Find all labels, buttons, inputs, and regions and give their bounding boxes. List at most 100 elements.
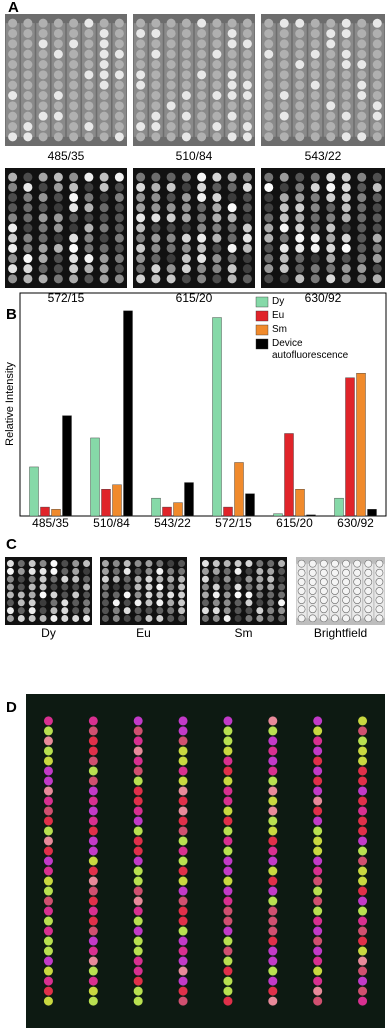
bar bbox=[223, 506, 233, 517]
droplet bbox=[99, 223, 109, 233]
droplet bbox=[133, 816, 143, 826]
droplet bbox=[313, 856, 323, 866]
droplet bbox=[223, 866, 233, 876]
droplet bbox=[133, 976, 143, 986]
droplet bbox=[43, 836, 53, 846]
bar bbox=[112, 484, 122, 517]
droplet bbox=[23, 18, 33, 28]
droplet bbox=[151, 182, 161, 192]
droplet bbox=[342, 559, 350, 568]
droplet bbox=[69, 172, 79, 182]
droplet bbox=[136, 243, 146, 253]
droplet bbox=[99, 91, 109, 101]
droplet bbox=[326, 90, 336, 100]
bar bbox=[306, 514, 316, 517]
droplet bbox=[372, 121, 382, 131]
droplet bbox=[38, 243, 48, 253]
droplet bbox=[308, 568, 317, 577]
droplet bbox=[133, 806, 143, 816]
bar bbox=[173, 502, 183, 517]
droplet bbox=[295, 264, 305, 274]
droplet bbox=[23, 101, 33, 111]
droplet bbox=[364, 614, 373, 623]
droplet bbox=[358, 966, 368, 976]
droplet bbox=[313, 716, 323, 726]
droplet bbox=[69, 213, 79, 223]
droplet bbox=[197, 101, 207, 111]
droplet bbox=[313, 816, 323, 826]
droplet bbox=[197, 274, 207, 284]
droplet bbox=[53, 122, 63, 132]
droplet bbox=[227, 101, 237, 111]
droplet bbox=[43, 976, 53, 986]
droplet bbox=[227, 213, 237, 223]
droplet bbox=[279, 70, 289, 80]
droplet bbox=[88, 856, 98, 866]
droplet bbox=[136, 91, 146, 101]
droplet bbox=[197, 233, 207, 243]
droplet bbox=[181, 91, 191, 101]
droplet bbox=[166, 49, 176, 59]
droplet bbox=[242, 49, 252, 59]
droplet bbox=[23, 172, 33, 182]
droplet bbox=[167, 567, 175, 575]
droplet bbox=[181, 192, 191, 202]
droplet bbox=[268, 726, 278, 736]
droplet bbox=[353, 568, 362, 577]
droplet bbox=[114, 80, 124, 90]
droplet bbox=[43, 846, 53, 856]
droplet bbox=[181, 264, 191, 274]
droplet bbox=[39, 560, 47, 568]
droplet bbox=[156, 614, 164, 622]
droplet bbox=[223, 966, 233, 976]
droplet bbox=[212, 39, 222, 49]
droplet bbox=[268, 936, 278, 946]
droplet bbox=[313, 906, 323, 916]
droplet bbox=[223, 886, 233, 896]
droplet bbox=[151, 101, 161, 111]
droplet bbox=[326, 223, 336, 233]
bar bbox=[101, 489, 111, 517]
droplet bbox=[181, 182, 191, 192]
droplet bbox=[278, 614, 286, 622]
droplet bbox=[295, 233, 305, 243]
droplet bbox=[69, 59, 79, 69]
droplet bbox=[212, 213, 222, 223]
droplet bbox=[295, 172, 305, 182]
droplet bbox=[83, 591, 91, 599]
droplet bbox=[88, 846, 98, 856]
droplet bbox=[72, 614, 80, 622]
droplet bbox=[83, 575, 91, 583]
droplet bbox=[83, 560, 91, 568]
droplet bbox=[353, 596, 362, 604]
droplet bbox=[133, 946, 143, 956]
droplet bbox=[50, 583, 58, 591]
droplet bbox=[223, 916, 233, 926]
droplet bbox=[61, 591, 69, 599]
droplet bbox=[341, 274, 351, 284]
bar bbox=[184, 482, 194, 517]
droplet bbox=[223, 986, 233, 996]
droplet bbox=[83, 583, 91, 591]
micrograph bbox=[261, 168, 385, 288]
droplet bbox=[313, 896, 323, 906]
droplet bbox=[197, 132, 207, 142]
droplet bbox=[278, 567, 286, 575]
droplet bbox=[267, 591, 275, 599]
droplet bbox=[375, 614, 384, 623]
droplet bbox=[223, 856, 233, 866]
droplet bbox=[136, 172, 146, 182]
droplet bbox=[268, 716, 278, 726]
droplet bbox=[136, 122, 146, 132]
droplet bbox=[134, 583, 142, 591]
droplet bbox=[69, 28, 79, 38]
droplet bbox=[181, 203, 191, 213]
droplet bbox=[43, 956, 53, 966]
image-caption: 615/20 bbox=[176, 291, 213, 305]
droplet bbox=[99, 70, 109, 80]
image-caption: 572/15 bbox=[48, 291, 85, 305]
droplet bbox=[134, 591, 142, 599]
droplet bbox=[342, 614, 350, 623]
droplet bbox=[112, 560, 120, 568]
droplet bbox=[295, 70, 305, 80]
